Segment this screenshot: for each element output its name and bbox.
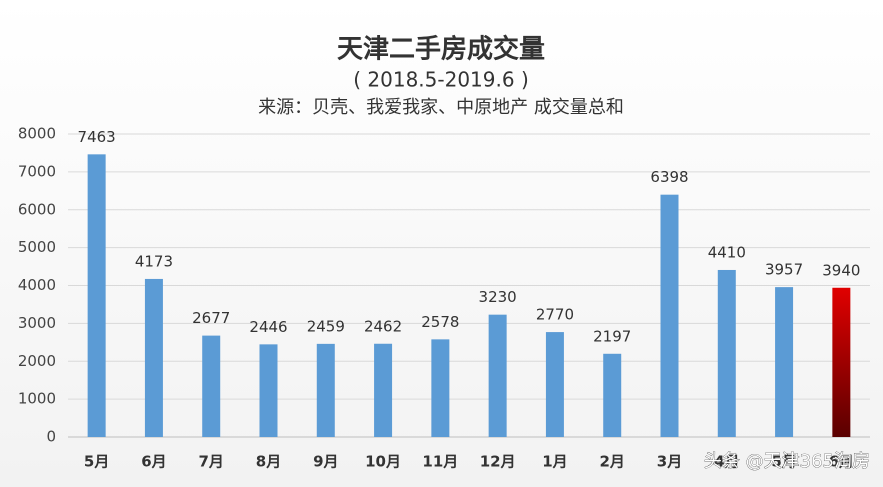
value-label: 2446 [249, 318, 287, 336]
x-tick-label: 7月 [198, 453, 223, 471]
chart-title: 天津二手房成交量 [337, 34, 545, 65]
value-label: 6398 [650, 168, 688, 186]
watermark: 头条 @天津365淘房 [704, 451, 870, 472]
bar [660, 194, 679, 437]
x-tick-label: 2月 [599, 453, 624, 471]
value-label: 2459 [307, 317, 345, 335]
bar [832, 287, 851, 437]
bar [87, 154, 106, 438]
bar [202, 335, 221, 437]
bar [488, 314, 507, 437]
value-label: 3957 [765, 261, 803, 279]
y-tick-label: 7000 [18, 162, 56, 180]
value-label: 2578 [421, 313, 459, 331]
y-tick-label: 2000 [18, 352, 56, 370]
value-label: 2462 [364, 317, 402, 335]
x-tick-label: 5月 [771, 453, 796, 471]
x-tick-label: 9月 [313, 453, 338, 471]
value-label: 4410 [708, 243, 746, 261]
value-label: 3940 [822, 261, 860, 279]
bar [431, 339, 450, 437]
y-tick-label: 3000 [18, 314, 56, 332]
x-tick-label: 4月 [714, 453, 739, 471]
value-label: 2770 [536, 306, 574, 324]
y-tick-label: 1000 [18, 390, 56, 408]
bar [545, 332, 564, 437]
bar [144, 278, 163, 437]
bar [316, 343, 335, 437]
x-tick-label: 10月 [365, 453, 401, 471]
chart-source: 来源：贝壳、我爱我家、中原地产 成交量总和 [258, 97, 624, 118]
bar [259, 344, 278, 437]
x-tick-label: 8月 [256, 453, 281, 471]
chart-subtitle: ( 2018.5-2019.6 ) [353, 68, 529, 92]
y-tick-label: 0 [46, 428, 56, 446]
value-label: 4173 [135, 252, 173, 270]
bar [775, 287, 794, 437]
value-label: 7463 [78, 128, 116, 146]
x-tick-label: 5月 [84, 453, 109, 471]
value-label: 2197 [593, 327, 631, 345]
bar [374, 343, 393, 437]
y-tick-label: 5000 [18, 238, 56, 256]
x-tick-label: 11月 [422, 453, 458, 471]
bar [603, 353, 622, 437]
value-label: 2677 [192, 309, 230, 327]
x-tick-label: 1月 [542, 453, 567, 471]
x-tick-label: 12月 [480, 453, 516, 471]
x-tick-label: 3月 [657, 453, 682, 471]
y-tick-label: 8000 [18, 125, 56, 143]
y-tick-label: 6000 [18, 200, 56, 218]
value-label: 3230 [479, 288, 517, 306]
bar [717, 269, 736, 437]
x-tick-label: 6月 [141, 453, 166, 471]
x-tick-label: 6月 [829, 453, 854, 471]
y-tick-label: 4000 [18, 276, 56, 294]
